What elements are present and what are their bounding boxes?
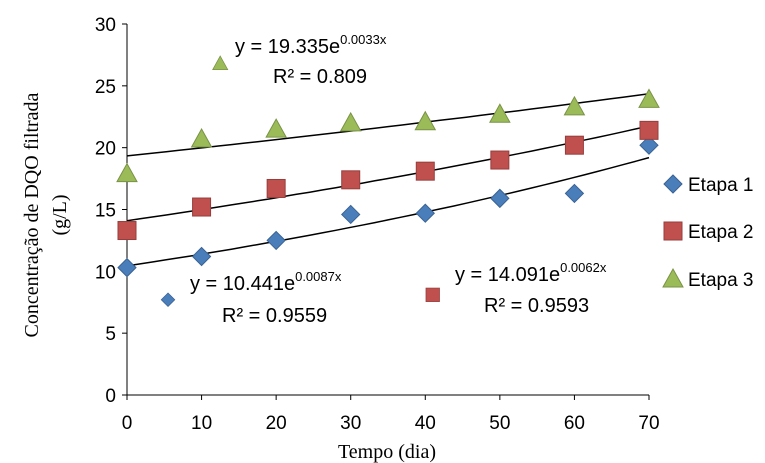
data-point-etapa-1	[415, 203, 435, 223]
x-tick-label: 20	[266, 413, 287, 434]
x-ticks: 0 10 20 30 40 50 60 70	[122, 395, 660, 434]
legend-label-etapa-3: Etapa 3	[688, 270, 754, 291]
x-tick-label: 70	[638, 413, 659, 434]
x-tick-label: 60	[564, 413, 585, 434]
equation-marker-etapa-3	[212, 55, 229, 70]
stray-markers	[160, 55, 440, 308]
equation-etapa-1: y = 10.441e0.0087x R² = 0.9559	[190, 269, 342, 327]
equation-etapa-3-formula: y = 19.335e0.0033x	[235, 32, 387, 58]
y-tick-label: 25	[95, 77, 116, 98]
legend-label-etapa-1: Etapa 1	[688, 175, 754, 196]
legend: Etapa 1 Etapa 2 Etapa 3	[662, 174, 754, 291]
data-point-etapa-3	[414, 110, 437, 131]
legend-label-etapa-2: Etapa 2	[688, 222, 754, 243]
data-point-etapa-3	[265, 118, 287, 138]
data-point-etapa-1	[341, 204, 361, 225]
x-axis-title: Tempo (dia)	[338, 441, 436, 463]
x-tick-label: 40	[415, 413, 436, 434]
equation-etapa-3: y = 19.335e0.0033x R² = 0.809	[235, 32, 387, 88]
trendline-etapa-1	[126, 156, 650, 267]
data-point-etapa-1	[490, 188, 510, 209]
data-point-etapa-1	[191, 246, 212, 267]
y-tick-label: 0	[105, 386, 116, 407]
legend-marker-etapa-2	[663, 221, 683, 241]
equation-etapa-2-formula: y = 14.091e0.0062x	[455, 260, 607, 286]
y-tick-label: 30	[95, 15, 116, 36]
data-point-etapa-3	[339, 111, 362, 132]
data-point-etapa-2	[415, 161, 435, 181]
equation-etapa-2-r2: R² = 0.9593	[484, 295, 589, 317]
data-point-etapa-1	[117, 257, 137, 278]
y-tick-label: 10	[95, 262, 116, 283]
data-point-etapa-3	[638, 88, 660, 108]
data-point-etapa-3	[563, 95, 586, 116]
y-axis-title-line1: Concentração de DQO filtrada	[21, 92, 43, 337]
equation-marker-etapa-2	[425, 287, 440, 302]
equation-etapa-1-r2: R² = 0.9559	[222, 305, 327, 327]
data-point-etapa-3	[116, 162, 138, 183]
legend-marker-etapa-1	[663, 174, 683, 194]
data-point-etapa-2	[192, 197, 212, 217]
y-tick-label: 15	[95, 201, 116, 222]
plot-area: 0 5 10 15 20 25 30 0 10 20 30 40 50 60 70	[95, 15, 660, 434]
legend-marker-etapa-3	[662, 267, 684, 288]
data-point-etapa-2	[266, 178, 286, 198]
trendlines	[126, 93, 650, 267]
data-point-etapa-1	[266, 230, 286, 251]
y-ticks: 0 5 10 15 20 25 30	[95, 15, 127, 407]
trendline-etapa-3	[126, 93, 650, 157]
x-tick-label: 30	[340, 413, 361, 434]
data-points	[116, 88, 660, 278]
data-point-etapa-2	[490, 150, 510, 170]
data-point-etapa-3	[489, 103, 511, 123]
data-point-etapa-3	[190, 127, 213, 148]
equation-marker-etapa-1	[160, 292, 176, 308]
y-tick-label: 5	[105, 324, 116, 345]
data-point-etapa-2	[117, 221, 137, 241]
y-axis-title-line2: (g/L)	[49, 194, 71, 235]
data-point-etapa-1	[639, 135, 659, 155]
data-point-etapa-2	[564, 135, 584, 155]
equation-etapa-2: y = 14.091e0.0062x R² = 0.9593	[455, 260, 607, 317]
x-tick-label: 0	[122, 413, 133, 434]
equation-etapa-1-formula: y = 10.441e0.0087x	[190, 269, 342, 295]
equation-etapa-3-r2: R² = 0.809	[273, 66, 367, 88]
y-tick-label: 20	[95, 139, 116, 160]
trendline-etapa-2	[126, 125, 650, 222]
data-point-etapa-2	[341, 170, 361, 190]
x-tick-label: 10	[191, 413, 212, 434]
data-point-etapa-1	[564, 183, 585, 204]
data-point-etapa-2	[639, 120, 659, 140]
x-tick-label: 50	[489, 413, 510, 434]
